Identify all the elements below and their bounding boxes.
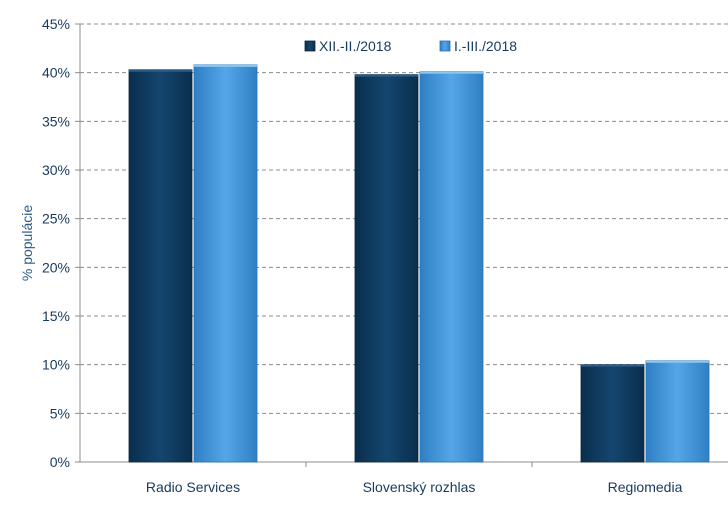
- bar-highlight: [194, 64, 257, 67]
- bar: [419, 71, 484, 463]
- y-tick-label: 35%: [42, 113, 70, 129]
- bars: [128, 64, 710, 463]
- y-tick-label: 0%: [50, 454, 70, 470]
- labels: 0% 5% 10% 15% 20% 25% 30% 35% 40% 45% Radio Servic…: [19, 16, 683, 495]
- y-tick-label: 5%: [50, 405, 70, 421]
- category-label: Regiomedia: [608, 479, 683, 495]
- legend-label: I.-III./2018: [454, 38, 517, 54]
- bar-highlight: [355, 74, 418, 77]
- bar-highlight: [646, 360, 709, 363]
- bar: [580, 364, 645, 463]
- bar: [193, 64, 258, 463]
- legend-label: XII.-II./2018: [319, 38, 392, 54]
- bar-highlight: [129, 69, 192, 72]
- y-tick-label: 15%: [42, 308, 70, 324]
- y-tick-label: 45%: [42, 16, 70, 32]
- y-tick-label: 20%: [42, 259, 70, 275]
- bar: [645, 360, 710, 463]
- y-tick-label: 25%: [42, 211, 70, 227]
- y-tick-label: 10%: [42, 357, 70, 373]
- bar-highlight: [581, 364, 644, 367]
- y-axis-title: % populácie: [19, 205, 35, 281]
- bar: [354, 74, 419, 463]
- legend-swatch: [304, 40, 316, 52]
- y-tick-label: 30%: [42, 162, 70, 178]
- bar-highlight: [420, 71, 483, 74]
- category-label: Slovenský rozhlas: [363, 479, 476, 495]
- y-tick-label: 40%: [42, 65, 70, 81]
- legend-swatch: [439, 40, 451, 52]
- category-label: Radio Services: [146, 479, 240, 495]
- legend: XII.-II./2018 I.-III./2018: [304, 38, 517, 54]
- bar: [128, 69, 193, 463]
